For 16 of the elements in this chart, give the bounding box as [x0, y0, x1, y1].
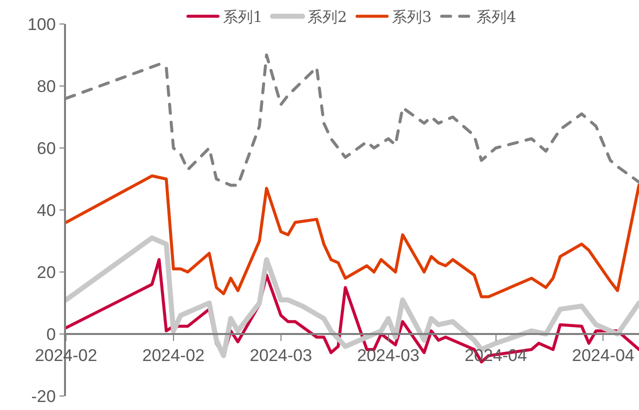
legend-label: 系列4: [476, 8, 516, 26]
legend-label: 系列3: [392, 8, 432, 26]
legend-label: 系列2: [308, 8, 348, 26]
y-tick-label: 80: [36, 76, 56, 96]
y-tick-label: -20: [31, 386, 56, 406]
line-series: [66, 174, 639, 298]
legend-label: 系列1: [223, 8, 263, 26]
x-tick-label: 2024-03: [357, 346, 420, 366]
y-tick-label: 20: [36, 262, 56, 282]
y-tick-label: 40: [36, 200, 56, 220]
y-tick-label: 0: [46, 324, 56, 344]
x-tick-label: 2024-02: [142, 346, 205, 366]
y-tick-label: 100: [27, 14, 56, 34]
y-tick-label: 60: [36, 138, 56, 158]
x-tick-label: 2024-03: [250, 346, 312, 366]
x-tick-label: 2024-04: [572, 346, 634, 366]
